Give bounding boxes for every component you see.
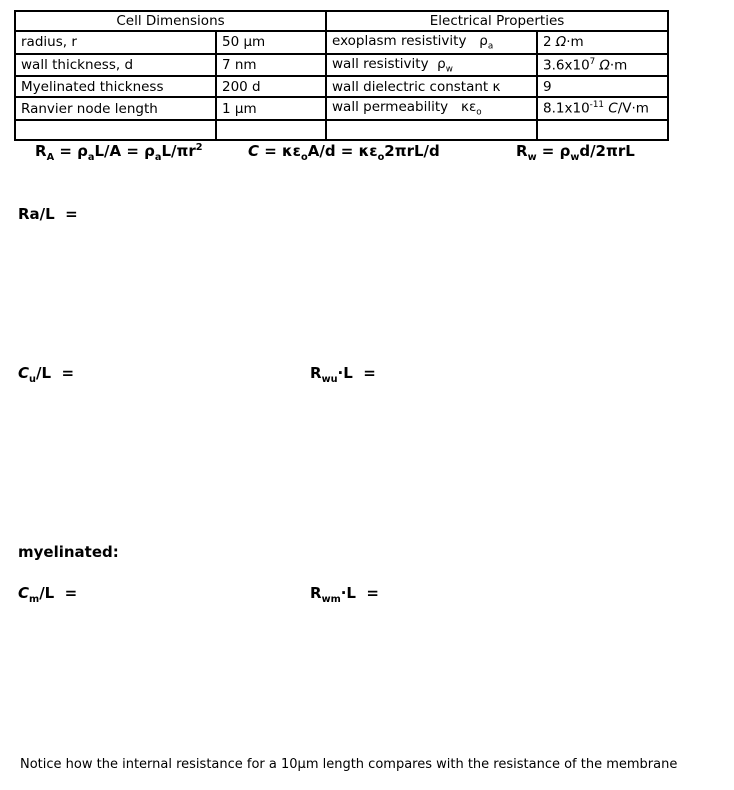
properties-table: Cell Dimensions Electrical Properties ra… (13, 10, 670, 142)
cell-dim-value: 50 μm (214, 30, 328, 55)
cell-dim-name: Myelinated thickness (14, 75, 217, 99)
formula-axial-resistance: RA = ρaL/A = ρaL/πr2 (35, 142, 203, 163)
notice-paragraph: Notice how the internal resistance for a… (20, 710, 677, 790)
cell-elec-name: wall dielectric constant κ (325, 75, 539, 99)
cell-dim-name: Ranvier node length (14, 96, 217, 122)
label-cu-per-l: Cu/L = (18, 364, 75, 385)
cell-dim-value: 7 nm (214, 52, 328, 78)
label-rwm-times-l: Rwm·L = (310, 584, 380, 605)
cell-elec-name: wall permeability κεo (325, 96, 539, 122)
formula-capacitance: C = κεoA/d = κεo2πrL/d (248, 142, 440, 163)
label-ra-per-l: Ra/L = (18, 205, 78, 223)
cell-elec-value: 3.6x107 Ω·m (536, 52, 670, 78)
label-myelinated: myelinated: (18, 543, 119, 561)
cell-elec-value: 8.1x10-11 C/V·m (536, 96, 670, 122)
cell-dim-name (14, 119, 217, 142)
cell-elec-value: 9 (536, 75, 670, 99)
label-cm-per-l: Cm/L = (18, 584, 78, 605)
cell-dim-value: 200 d (214, 75, 328, 99)
header-electrical-properties: Electrical Properties (325, 10, 670, 32)
table-header-row: Cell Dimensions Electrical Properties (13, 10, 670, 32)
notice-line-1: Notice how the internal resistance for a… (20, 757, 678, 772)
cell-elec-name: exoplasm resistivity ρa (325, 30, 539, 55)
table-row-ranvier-node: Ranvier node length 1 μm wall permeabili… (14, 96, 670, 122)
cell-elec-value (536, 119, 670, 142)
cell-dim-name: wall thickness, d (14, 52, 217, 78)
cell-dim-name: radius, r (14, 30, 217, 55)
cell-dim-value (214, 119, 328, 142)
table-body: radius, r 50 μm exoplasm resistivity ρa … (14, 30, 670, 142)
cell-elec-name (325, 119, 539, 142)
table-row-myelinated-thickness: Myelinated thickness 200 d wall dielectr… (14, 75, 670, 99)
cell-elec-name: wall resistivity ρw (325, 52, 539, 78)
label-rwu-times-l: Rwu·L = (310, 364, 376, 385)
table-row-radius: radius, r 50 μm exoplasm resistivity ρa … (14, 30, 670, 55)
formula-wall-resistance: Rw = ρwd/2πrL (516, 142, 635, 163)
table-row-wall-thickness: wall thickness, d 7 nm wall resistivity … (14, 52, 670, 78)
header-cell-dimensions: Cell Dimensions (13, 10, 328, 32)
table-row-empty (14, 119, 670, 142)
cell-dim-value: 1 μm (214, 96, 328, 122)
cell-elec-value: 2 Ω·m (536, 30, 670, 55)
